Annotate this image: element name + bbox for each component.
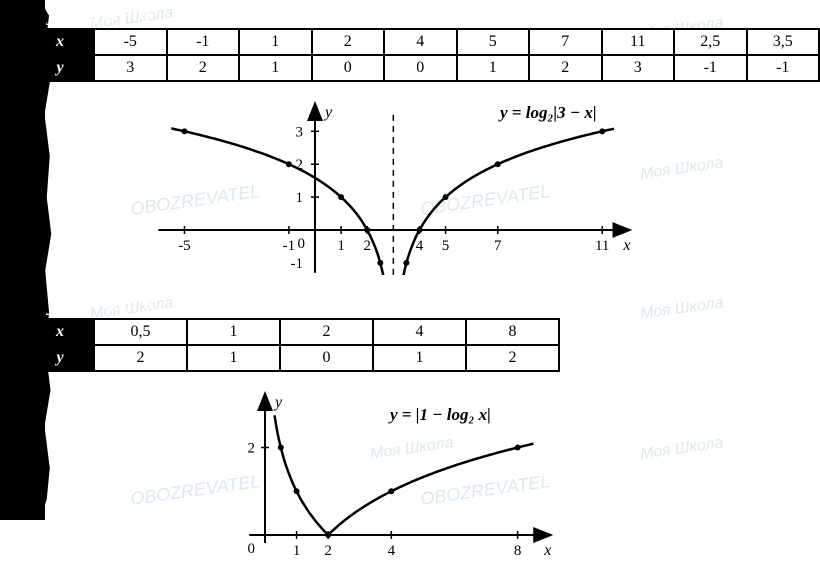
svg-text:2: 2 — [324, 543, 332, 559]
svg-text:2: 2 — [363, 238, 371, 254]
table-cell: 0 — [384, 55, 457, 81]
chart-svg: 1 2 4 8 2 0 x y y = |1 − log₂ x| — [230, 380, 600, 570]
svg-text:4: 4 — [416, 238, 424, 254]
table-1: x-5-112457112,53,5y32100123-1-1 — [25, 28, 820, 82]
watermark: Моя Школа — [639, 294, 724, 323]
table-cell: -1 — [167, 29, 240, 55]
svg-text:3: 3 — [296, 124, 304, 140]
svg-text:0: 0 — [248, 541, 256, 557]
table-cell: 3 — [94, 55, 167, 81]
table-cell: 4 — [373, 319, 466, 345]
svg-text:8: 8 — [514, 543, 522, 559]
table-cell: 1 — [239, 55, 312, 81]
formula-2: y = |1 − log₂ x| — [48, 295, 155, 316]
chart-1: -5-11245711123-10xyy = log₂|3 − x| — [150, 90, 680, 280]
table-cell: 0 — [312, 55, 385, 81]
table-cell: 1 — [373, 345, 466, 371]
svg-text:y: y — [273, 394, 283, 411]
formula-1: y = log₂|3 − x| — [48, 5, 150, 26]
chart-svg: -5-11245711123-10xyy = log₂|3 − x| — [150, 90, 680, 275]
svg-text:1: 1 — [337, 238, 345, 254]
table-cell: 1 — [187, 345, 280, 371]
table-cell: 8 — [466, 319, 559, 345]
table-2: x0,51248y21012 — [25, 318, 560, 372]
svg-text:-1: -1 — [283, 238, 296, 254]
svg-text:y = log₂|3 − x|: y = log₂|3 − x| — [498, 103, 597, 122]
table-cell: 5 — [457, 29, 530, 55]
svg-text:x: x — [622, 237, 630, 254]
svg-text:y = |1 − log₂ x|: y = |1 − log₂ x| — [388, 405, 491, 424]
table-cell: 2 — [167, 55, 240, 81]
table-cell: 2,5 — [674, 29, 747, 55]
table-cell: 11 — [602, 29, 675, 55]
svg-text:0: 0 — [298, 236, 306, 252]
svg-text:1: 1 — [293, 543, 301, 559]
table-cell: 2 — [94, 345, 187, 371]
table-cell: 2 — [529, 55, 602, 81]
table-cell: 4 — [384, 29, 457, 55]
svg-text:-1: -1 — [291, 256, 304, 272]
svg-text:5: 5 — [442, 238, 450, 254]
table-cell: -5 — [94, 29, 167, 55]
svg-text:x: x — [543, 542, 551, 559]
table-cell: 2 — [466, 345, 559, 371]
svg-text:11: 11 — [595, 238, 609, 254]
svg-text:y: y — [323, 104, 333, 121]
table-cell: 2 — [312, 29, 385, 55]
svg-text:-5: -5 — [178, 238, 191, 254]
table-cell: 2 — [280, 319, 373, 345]
watermark: Моя Школа — [639, 434, 724, 463]
svg-text:1: 1 — [296, 190, 304, 206]
table-cell: 1 — [457, 55, 530, 81]
table-cell: 1 — [187, 319, 280, 345]
table-cell: -1 — [747, 55, 820, 81]
svg-text:7: 7 — [494, 238, 502, 254]
table-header-y: y — [26, 345, 94, 371]
svg-text:4: 4 — [388, 543, 396, 559]
table-cell: 3,5 — [747, 29, 820, 55]
table-cell: 0 — [280, 345, 373, 371]
svg-text:2: 2 — [248, 441, 256, 457]
table-cell: 3 — [602, 55, 675, 81]
table-cell: 7 — [529, 29, 602, 55]
table-cell: 0,5 — [94, 319, 187, 345]
table-header-y: y — [26, 55, 94, 81]
table-cell: -1 — [674, 55, 747, 81]
chart-2: 1 2 4 8 2 0 x y y = |1 − log₂ x| — [230, 380, 600, 575]
table-cell: 1 — [239, 29, 312, 55]
table-header-x: x — [26, 29, 94, 55]
table-header-x: x — [26, 319, 94, 345]
